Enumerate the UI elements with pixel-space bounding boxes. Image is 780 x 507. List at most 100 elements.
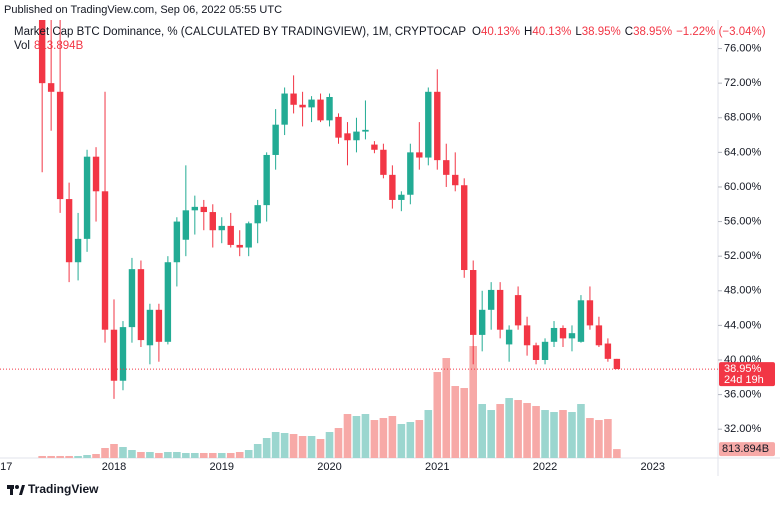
x-tick-label: 2019	[210, 461, 234, 473]
y-tick-label: 48.00%	[724, 285, 762, 297]
volume-bar	[65, 455, 73, 458]
volume-bar	[262, 438, 271, 458]
candle-body	[407, 152, 414, 195]
candle-body	[398, 194, 405, 200]
last-price-label: 38.95%	[724, 363, 762, 375]
volume-bar	[101, 448, 109, 458]
x-tick-label: 2021	[425, 461, 449, 473]
x-tick-label: 2018	[102, 461, 126, 473]
last-price-tag	[719, 362, 775, 387]
volume-bar	[38, 455, 46, 458]
candle-body	[155, 309, 163, 342]
volume-bar	[191, 452, 199, 458]
y-tick-label: 64.00%	[724, 146, 762, 158]
candle-body	[326, 96, 333, 121]
candle-body	[452, 174, 459, 186]
candle-body	[505, 329, 513, 345]
ohlc-key: C	[625, 26, 633, 38]
volume-bar	[577, 404, 585, 458]
volume-bar	[119, 447, 127, 458]
volume-bar	[388, 416, 397, 458]
candle-body	[487, 289, 495, 310]
x-tick-label: 17	[0, 461, 12, 473]
volume-bar	[361, 414, 370, 458]
candle-body	[263, 154, 270, 206]
volume-bar	[595, 420, 603, 458]
candle-body	[281, 93, 288, 125]
volume-bar	[559, 410, 567, 458]
volume-bar	[208, 452, 217, 458]
x-tick-label: 2023	[641, 461, 665, 473]
candle-body	[541, 341, 549, 360]
candle-body	[604, 343, 612, 359]
candle-body	[254, 205, 261, 224]
candle-body	[443, 160, 450, 175]
volume-value: 813.894B	[34, 40, 84, 52]
candle-body	[119, 327, 127, 381]
candle-body	[272, 124, 279, 155]
candle-body	[290, 93, 297, 105]
volume-bar	[307, 436, 316, 458]
candle-body	[101, 191, 109, 330]
candle-body	[550, 327, 558, 342]
candle-body	[335, 116, 342, 138]
volume-bar	[604, 419, 612, 458]
candle-body	[137, 269, 145, 341]
candle-body	[227, 225, 234, 245]
volume-bar	[217, 452, 226, 458]
candle-body	[380, 149, 387, 175]
volume-bar	[298, 436, 307, 458]
candle-body	[245, 223, 252, 248]
y-tick-label: 56.00%	[724, 215, 762, 227]
candle-body	[56, 91, 64, 200]
volume-bar	[586, 418, 594, 458]
volume-bar	[164, 451, 172, 458]
volume-bar	[235, 451, 244, 458]
candle-body	[218, 225, 225, 231]
volume-bar	[110, 444, 118, 458]
candle-body	[344, 133, 351, 141]
volume-bar	[433, 372, 442, 458]
volume-bar	[496, 404, 504, 458]
candle-body	[200, 206, 207, 213]
volume-bar	[424, 410, 433, 458]
volume-bar	[173, 451, 181, 458]
volume-bar	[146, 451, 154, 458]
candle-body	[209, 212, 216, 231]
candle-body	[47, 83, 55, 92]
volume-bar	[397, 424, 406, 458]
axes: 32.00%36.00%40.00%44.00%48.00%52.00%56.0…	[0, 42, 775, 473]
y-tick-label: 60.00%	[724, 181, 762, 193]
y-tick-label: 72.00%	[724, 77, 762, 89]
candle-body	[182, 210, 190, 240]
volume-bar	[505, 398, 513, 458]
volume-tag	[719, 442, 775, 457]
candle-body	[308, 99, 315, 108]
ohlc-key: H	[524, 26, 532, 38]
volume-bar	[325, 432, 334, 458]
candle-body	[559, 327, 567, 339]
legend-title: Market Cap BTC Dominance, % (CALCULATED …	[14, 26, 466, 38]
volume-bar	[613, 449, 621, 458]
x-tick-label: 2022	[533, 461, 557, 473]
candle-body	[613, 358, 621, 370]
candle-layer	[38, 20, 621, 399]
candle-body	[164, 262, 172, 342]
candle-body	[236, 244, 243, 248]
candle-body	[299, 104, 306, 108]
volume-bar	[182, 452, 190, 458]
x-tick-label: 2020	[317, 461, 341, 473]
candle-body	[496, 289, 504, 330]
candle-body	[416, 152, 423, 158]
volume-bar	[253, 444, 262, 458]
volume-bar	[442, 358, 451, 458]
volume-bar	[226, 452, 235, 458]
volume-bar	[460, 388, 469, 458]
candle-body	[425, 91, 432, 158]
volume-bar	[244, 450, 253, 458]
candle-body	[38, 20, 46, 84]
candle-body	[577, 300, 585, 342]
volume-bar	[352, 416, 361, 458]
